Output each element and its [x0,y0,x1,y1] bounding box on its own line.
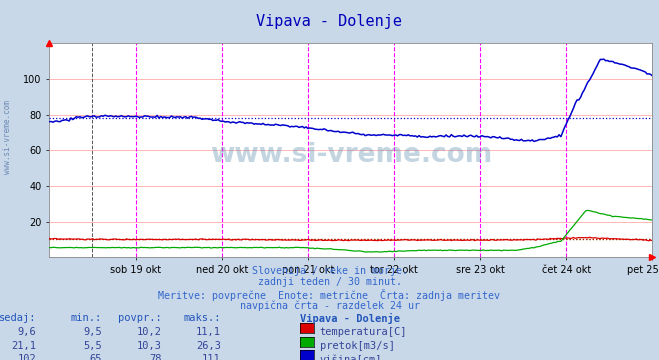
Text: 10,3: 10,3 [136,341,161,351]
Text: povpr.:: povpr.: [118,313,161,323]
Text: Slovenija / reke in morje.: Slovenija / reke in morje. [252,266,407,276]
Text: 5,5: 5,5 [84,341,102,351]
Text: 78: 78 [149,354,161,360]
Text: navpična črta - razdelek 24 ur: navpična črta - razdelek 24 ur [239,300,420,311]
Text: maks.:: maks.: [183,313,221,323]
Text: min.:: min.: [71,313,102,323]
Text: Vipava - Dolenje: Vipava - Dolenje [256,14,403,29]
Text: www.si-vreme.com: www.si-vreme.com [3,100,13,174]
Text: 9,6: 9,6 [18,327,36,337]
Text: www.si-vreme.com: www.si-vreme.com [210,141,492,168]
Text: 111: 111 [202,354,221,360]
Text: zadnji teden / 30 minut.: zadnji teden / 30 minut. [258,277,401,287]
Text: 9,5: 9,5 [84,327,102,337]
Text: 10,2: 10,2 [136,327,161,337]
Text: 102: 102 [18,354,36,360]
Text: višina[cm]: višina[cm] [320,354,382,360]
Text: temperatura[C]: temperatura[C] [320,327,407,337]
Text: 26,3: 26,3 [196,341,221,351]
Text: sedaj:: sedaj: [0,313,36,323]
Text: 21,1: 21,1 [11,341,36,351]
Text: 65: 65 [90,354,102,360]
Text: 11,1: 11,1 [196,327,221,337]
Text: pretok[m3/s]: pretok[m3/s] [320,341,395,351]
Text: Meritve: povprečne  Enote: metrične  Črta: zadnja meritev: Meritve: povprečne Enote: metrične Črta:… [159,289,500,301]
Text: Vipava - Dolenje: Vipava - Dolenje [300,313,400,324]
